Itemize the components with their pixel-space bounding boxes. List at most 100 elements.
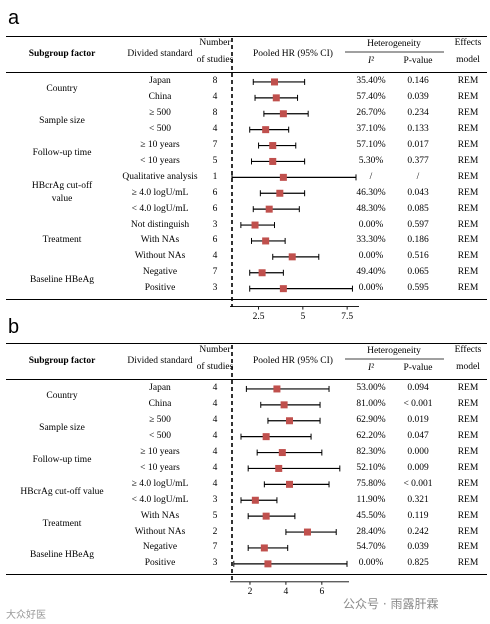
row-p-value: /	[416, 171, 420, 182]
row-divided-standard: ≥ 10 years	[140, 140, 180, 151]
panel-label: b	[8, 316, 20, 338]
row-number-of-studies: 6	[212, 203, 218, 214]
row-divided-standard: China	[148, 92, 172, 103]
header-effects: Effects	[454, 345, 482, 355]
hr-point-marker	[262, 237, 270, 245]
group-label: value	[51, 194, 73, 205]
header-pooled-hr: Pooled HR (95% CI)	[253, 356, 333, 366]
row-i2: 0.00%	[358, 283, 384, 294]
header-subgroup-factor: Subgroup factor	[28, 356, 96, 366]
header-p-value: P-value	[403, 56, 433, 66]
row-i2: /	[369, 171, 373, 182]
row-divided-standard: With NAs	[140, 235, 180, 246]
group-label: Sample size	[39, 116, 85, 127]
hr-point-marker	[279, 285, 287, 293]
row-i2: 0.00%	[358, 251, 384, 262]
x-tick-label: 4	[283, 586, 289, 597]
row-p-value: 0.085	[407, 203, 429, 214]
row-p-value: < 0.001	[403, 399, 433, 410]
row-number-of-studies: 7	[212, 542, 218, 553]
hr-point-marker	[276, 189, 284, 197]
row-effects-model: REM	[457, 283, 479, 294]
row-p-value: 0.094	[407, 383, 429, 394]
hr-point-marker	[280, 401, 288, 409]
row-effects-model: REM	[457, 155, 479, 166]
group-label: Treatment	[42, 235, 82, 246]
row-divided-standard: Without NAs	[134, 526, 186, 537]
row-i2: 0.00%	[358, 558, 384, 569]
row-effects-model: REM	[457, 431, 479, 442]
row-effects-model: REM	[457, 108, 479, 119]
hr-point-marker	[286, 417, 293, 425]
table-bottom-rule	[6, 573, 487, 576]
row-i2: 28.40%	[356, 526, 386, 537]
table-top-rule	[6, 343, 487, 345]
hr-point-marker	[271, 78, 279, 86]
header-p-value: P-value	[403, 363, 433, 373]
row-i2: 26.70%	[356, 108, 386, 119]
header-model: model	[456, 55, 480, 65]
table-top-rule	[6, 36, 487, 38]
row-number-of-studies: 6	[212, 187, 218, 198]
header-model: model	[456, 362, 480, 372]
hr-point-marker	[262, 433, 270, 441]
row-number-of-studies: 4	[212, 92, 218, 103]
row-effects-model: REM	[457, 383, 479, 394]
panel-label: a	[8, 7, 20, 29]
row-i2: 75.80%	[356, 478, 386, 489]
header-number: Number	[199, 345, 231, 355]
row-p-value: 0.017	[407, 140, 429, 151]
row-i2: 53.00%	[356, 383, 386, 394]
row-divided-standard: < 4.0 logU/mL	[131, 494, 189, 505]
row-i2: 52.10%	[356, 462, 386, 473]
header-effects: Effects	[454, 38, 482, 48]
row-p-value: 0.186	[407, 235, 429, 246]
row-p-value: 0.242	[407, 526, 429, 537]
row-p-value: 0.039	[407, 542, 429, 553]
group-label: Baseline HBeAg	[29, 550, 95, 561]
row-p-value: 0.009	[407, 462, 429, 473]
row-number-of-studies: 3	[212, 219, 218, 230]
row-i2: 5.30%	[358, 155, 384, 166]
row-number-of-studies: 6	[212, 235, 218, 246]
row-number-of-studies: 7	[212, 267, 218, 278]
header-heterogeneity: Heterogeneity	[367, 346, 421, 356]
x-tick-label: 2	[247, 586, 253, 597]
row-effects-model: REM	[457, 447, 479, 458]
row-number-of-studies: 4	[212, 447, 218, 458]
row-divided-standard: Japan	[149, 383, 171, 394]
row-divided-standard: < 10 years	[140, 462, 180, 473]
header-divided-standard: Divided standard	[127, 356, 193, 366]
row-i2: 46.30%	[356, 187, 386, 198]
header-bottom-rule	[6, 72, 487, 73]
row-divided-standard: Negative	[142, 267, 178, 278]
hr-point-marker	[251, 221, 259, 229]
row-divided-standard: Positive	[144, 283, 176, 294]
table-bottom-rule	[6, 298, 487, 300]
group-label: Country	[46, 84, 78, 95]
hr-point-marker	[260, 544, 268, 552]
row-effects-model: REM	[457, 558, 479, 569]
row-i2: 62.90%	[356, 415, 386, 426]
row-divided-standard: < 500	[149, 124, 171, 135]
row-i2: 81.00%	[356, 399, 386, 410]
hr-point-marker	[286, 480, 293, 488]
row-divided-standard: < 4.0 logU/mL	[131, 203, 189, 214]
row-effects-model: REM	[457, 542, 479, 553]
row-number-of-studies: 1	[212, 171, 218, 182]
row-effects-model: REM	[457, 251, 479, 262]
row-number-of-studies: 4	[212, 478, 218, 489]
row-number-of-studies: 4	[212, 431, 218, 442]
row-effects-model: REM	[457, 171, 479, 182]
row-divided-standard: With NAs	[140, 510, 180, 521]
hr-point-marker	[269, 142, 277, 150]
row-number-of-studies: 2	[212, 526, 218, 537]
row-p-value: 0.377	[407, 155, 429, 166]
row-i2: 0.00%	[358, 219, 384, 230]
group-label: HBcrAg cut-off value	[20, 486, 104, 497]
hr-point-marker	[273, 385, 281, 393]
row-divided-standard: ≥ 4.0 logU/mL	[131, 187, 189, 198]
row-divided-standard: < 10 years	[140, 155, 180, 166]
row-p-value: 0.597	[407, 219, 429, 230]
header-pooled-hr: Pooled HR (95% CI)	[253, 49, 333, 59]
